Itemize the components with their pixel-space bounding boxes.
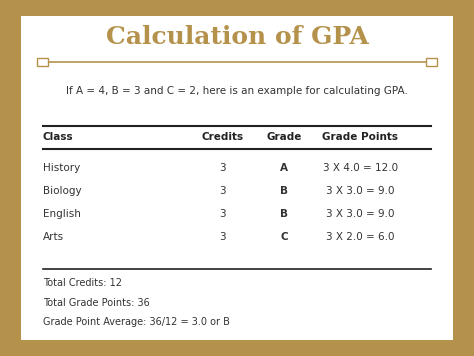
Text: Arts: Arts: [43, 232, 64, 242]
Text: 3: 3: [219, 209, 226, 219]
Text: History: History: [43, 163, 80, 173]
Text: Total Grade Points: 36: Total Grade Points: 36: [43, 298, 149, 308]
Bar: [426, 58, 437, 66]
Text: 3 X 4.0 = 12.0: 3 X 4.0 = 12.0: [323, 163, 398, 173]
Text: Grade Point Average: 36/12 = 3.0 or B: Grade Point Average: 36/12 = 3.0 or B: [43, 317, 229, 327]
Text: 3: 3: [219, 186, 226, 196]
Text: Grade: Grade: [267, 132, 302, 142]
Text: Biology: Biology: [43, 186, 81, 196]
Text: 3 X 3.0 = 9.0: 3 X 3.0 = 9.0: [326, 209, 394, 219]
Text: A: A: [281, 163, 288, 173]
Text: 3: 3: [219, 232, 226, 242]
Text: B: B: [281, 209, 288, 219]
Text: If A = 4, B = 3 and C = 2, here is an example for calculating GPA.: If A = 4, B = 3 and C = 2, here is an ex…: [66, 86, 408, 96]
Text: 3 X 3.0 = 9.0: 3 X 3.0 = 9.0: [326, 186, 394, 196]
Text: Class: Class: [43, 132, 73, 142]
Text: 3 X 2.0 = 6.0: 3 X 2.0 = 6.0: [326, 232, 394, 242]
Text: Total Credits: 12: Total Credits: 12: [43, 278, 122, 288]
Text: Calculation of GPA: Calculation of GPA: [106, 25, 368, 49]
Text: Credits: Credits: [202, 132, 244, 142]
Text: English: English: [43, 209, 81, 219]
Text: 3: 3: [219, 163, 226, 173]
Text: C: C: [281, 232, 288, 242]
Bar: [37, 58, 48, 66]
Text: B: B: [281, 186, 288, 196]
Text: Grade Points: Grade Points: [322, 132, 398, 142]
